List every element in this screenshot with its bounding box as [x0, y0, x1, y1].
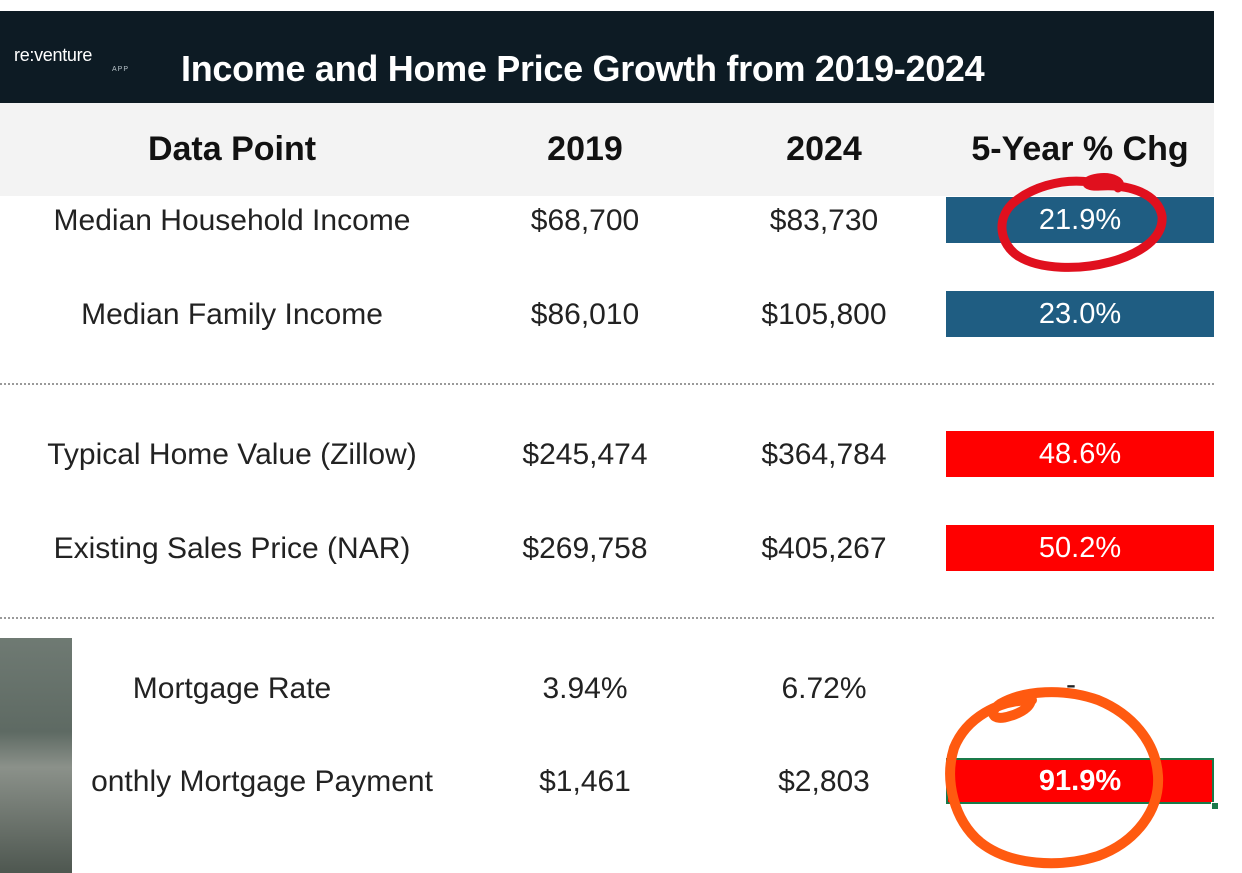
row-value-2024: $364,784 [761, 438, 887, 471]
row-value-2024: $83,730 [769, 204, 879, 237]
row-value-2024: $2,803 [778, 765, 870, 798]
row-label: Existing Sales Price (NAR) [53, 532, 411, 565]
row-value-2019: $269,758 [522, 532, 648, 565]
row-value-2019: $86,010 [530, 298, 640, 331]
reventure-logo: re:venture APP [14, 41, 134, 81]
row-value-2019: $245,474 [522, 438, 648, 471]
row-value-2019: 3.94% [542, 672, 628, 705]
row-value-2019: $68,700 [530, 204, 640, 237]
row-label: Median Household Income [53, 204, 411, 237]
column-header-data-point: Data Point [147, 130, 317, 168]
column-header-5yr-chg: 5-Year % Chg [971, 130, 1189, 168]
column-header-2019: 2019 [547, 130, 623, 168]
row-value-2024: $105,800 [761, 298, 887, 331]
row-change-cell[interactable]: 50.2% [946, 525, 1214, 571]
section-divider [0, 617, 1214, 619]
row-change-cell-selected[interactable]: 91.9% [946, 758, 1214, 804]
selection-fill-handle[interactable] [1211, 802, 1219, 810]
row-change-cell[interactable]: 48.6% [946, 431, 1214, 477]
row-change-cell[interactable]: - [1066, 668, 1076, 701]
logo-text: re:venture [14, 45, 93, 65]
title-bar: re:venture APP Income and Home Price Gro… [0, 11, 1214, 103]
row-label: Mortgage Rate [132, 672, 332, 705]
page-title: Income and Home Price Growth from 2019-2… [181, 48, 985, 89]
row-label: onthly Mortgage Payment [91, 765, 433, 798]
column-header-2024: 2024 [786, 130, 862, 168]
section-divider [0, 383, 1214, 385]
row-change-cell[interactable]: 23.0% [946, 291, 1214, 337]
webcam-overlay [0, 638, 72, 873]
row-value-2024: $405,267 [761, 532, 887, 565]
row-label: Median Family Income [81, 298, 383, 331]
row-value-2019: $1,461 [539, 765, 631, 798]
row-value-2024: 6.72% [781, 672, 867, 705]
row-label: Typical Home Value (Zillow) [47, 438, 417, 471]
row-change-cell[interactable]: 21.9% [946, 197, 1214, 243]
logo-sub: APP [112, 66, 130, 73]
